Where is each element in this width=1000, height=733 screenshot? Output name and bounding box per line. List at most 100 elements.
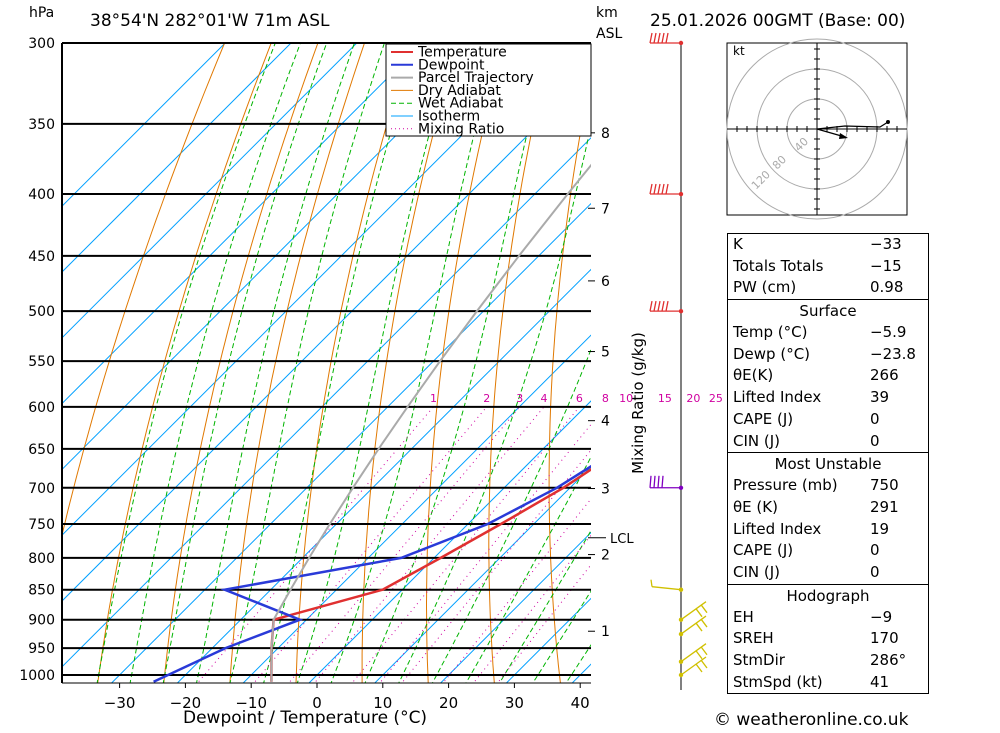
wind-barb-flag — [695, 608, 703, 618]
pressure-tick-label: 1000 — [19, 668, 55, 684]
x-tick-label: 0 — [312, 694, 322, 712]
mixing-ratio-label: 4 — [540, 392, 547, 405]
pressure-tick-label: 600 — [28, 400, 55, 416]
hodograph-trace — [816, 121, 889, 130]
pressure-tick-label: 950 — [28, 641, 55, 657]
mu-label: CIN (J) — [733, 562, 781, 581]
wind-barb — [649, 32, 684, 46]
mixing-ratio-label: 20 — [686, 392, 700, 405]
mu-label: θE (K) — [733, 497, 778, 516]
dewpoint-line — [153, 464, 591, 683]
surface-value: −5.9 — [870, 323, 907, 342]
wind-barb-shaft — [680, 615, 707, 635]
km-tick-label: 1 — [601, 624, 610, 640]
mixing-ratio-label: 10 — [619, 392, 633, 405]
pressure-tick-label: 400 — [28, 187, 55, 203]
dry-adiabat-line — [97, 43, 272, 683]
pressure-tick-label: 800 — [28, 551, 55, 567]
wind-barb-flag — [657, 301, 661, 312]
x-tick-label: 40 — [571, 694, 590, 712]
hodograph-unit-label: kt — [733, 44, 745, 58]
wind-barb-flag — [653, 183, 657, 195]
dry-adiabat-line — [971, 25, 1000, 700]
dry-adiabat-line — [923, 25, 1000, 700]
hodo-label: SREH — [733, 629, 774, 648]
lcl-label: LCL — [610, 532, 634, 547]
wind-barb-flag — [661, 32, 665, 44]
wind-barb — [678, 615, 708, 637]
k-index-label: K — [733, 235, 743, 253]
isotherm-line — [439, 531, 591, 683]
x-tick-label: 30 — [505, 694, 524, 712]
legend-label: Wet Adiabat — [418, 96, 504, 112]
mixing-ratio-label: 2 — [483, 392, 490, 405]
surface-value: −23.8 — [870, 344, 916, 363]
surface-label: θE(K) — [733, 366, 774, 385]
isotherm-line — [62, 43, 490, 471]
surface-row: θE(K) 266 — [728, 365, 928, 387]
mu-value: 291 — [870, 497, 899, 516]
wind-barb-flag — [653, 301, 657, 312]
wind-barb-flag — [653, 32, 657, 44]
wet-adiabat-line — [364, 43, 550, 683]
k-index-row: K −33 — [728, 234, 928, 256]
wet-adiabat-line — [296, 43, 456, 683]
totals-totals-value: −15 — [870, 256, 902, 275]
wet-adiabat-line — [431, 348, 591, 683]
dry-adiabat-line — [62, 43, 226, 538]
hodo-row: StmSpd (kt) 41 — [728, 672, 928, 694]
dry-adiabat-line — [548, 73, 591, 683]
wind-barb-flag — [665, 183, 669, 195]
surface-value: 0 — [870, 431, 880, 450]
wind-barb-shaft — [680, 643, 707, 663]
wind-barb-flag — [649, 183, 653, 195]
asl-label: ASL — [596, 26, 623, 42]
isotherm-line — [62, 137, 591, 668]
mu-row: θE (K) 291 — [728, 497, 928, 519]
pressure-tick-label: 300 — [28, 36, 55, 52]
hodo-row: SREH 170 — [728, 628, 928, 650]
wind-barb-flag — [661, 183, 665, 195]
legend-label: Dewpoint — [418, 57, 485, 73]
surface-label: CAPE (J) — [733, 409, 794, 428]
storm-motion-arrowhead — [839, 133, 848, 139]
mu-value: 19 — [870, 519, 890, 538]
wind-barb-flag — [661, 301, 665, 312]
wind-barb — [650, 579, 684, 592]
km-tick-label: 7 — [601, 201, 610, 217]
wind-barb-shaft — [680, 601, 707, 621]
legend-label: Dry Adiabat — [418, 83, 501, 99]
mu-value: 0 — [870, 562, 880, 581]
wind-barb-flag — [695, 663, 703, 673]
wind-barb-flag — [700, 659, 708, 669]
wet-adiabat-line — [229, 43, 385, 683]
wet-adiabat-line — [196, 43, 355, 683]
wind-barb-shaft — [680, 656, 707, 676]
legend-label: Parcel Trajectory — [418, 70, 534, 86]
wet-adiabat-line — [330, 43, 499, 683]
wind-barb — [649, 475, 684, 490]
wind-barb-flag — [649, 301, 653, 312]
dry-adiabat-line — [488, 43, 552, 683]
hodo-row: EH −9 — [728, 607, 928, 629]
km-tick-label: 3 — [601, 482, 610, 498]
hodo-row: StmDir 286° — [728, 650, 928, 672]
copyright-text[interactable]: © weatheronline.co.uk — [714, 710, 909, 730]
isotherm-line — [242, 334, 591, 683]
indices-table: K −33 Totals Totals −15 PW (cm) 0.98 Surfac… — [727, 233, 929, 695]
mixing-ratio-label: 8 — [602, 392, 609, 405]
isotherm-line — [62, 43, 292, 273]
pw-row: PW (cm) 0.98 — [728, 277, 928, 299]
surface-row: CIN (J) 0 — [728, 431, 928, 453]
mixing-ratio-line — [401, 449, 591, 683]
hodo-value: −9 — [870, 607, 893, 626]
most-unstable-block: Pressure (mb) 750 θE (K) 291 Lifted Index 1… — [728, 475, 928, 583]
mixing-ratio-label: 3 — [516, 392, 523, 405]
wind-barb-flag — [665, 301, 669, 312]
surface-row: Dewp (°C) −23.8 — [728, 344, 928, 366]
mixing-ratio-line — [472, 534, 591, 683]
mixing-ratio-label: 15 — [658, 392, 672, 405]
surface-value: 39 — [870, 388, 890, 407]
pressure-tick-label: 900 — [28, 613, 55, 629]
